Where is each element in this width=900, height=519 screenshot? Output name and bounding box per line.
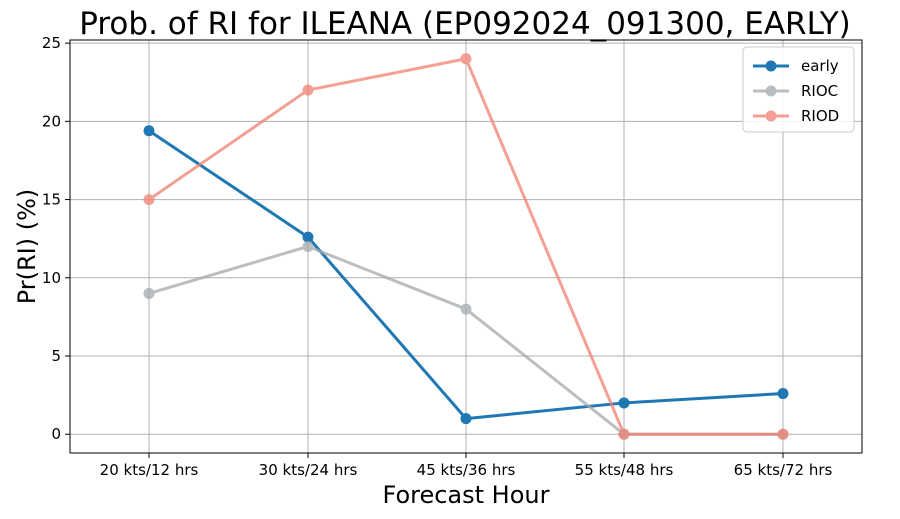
x-tick-label: 45 kts/36 hrs <box>417 461 516 479</box>
y-tick-label: 20 <box>42 112 61 130</box>
y-tick-label: 10 <box>42 269 61 287</box>
data-point-early <box>777 388 789 400</box>
data-point-RIOD <box>302 84 314 96</box>
x-tick-label: 30 kts/24 hrs <box>259 461 358 479</box>
legend-item-RIOC <box>753 85 789 97</box>
legend-label: early <box>801 57 839 75</box>
series-RIOD <box>143 53 789 440</box>
legend-label: RIOD <box>801 107 839 125</box>
data-point-RIOD <box>777 428 789 440</box>
legend-item-early <box>753 60 789 72</box>
x-tick-label: 55 kts/48 hrs <box>575 461 674 479</box>
ticks: 0 5 10 15 20 25 20 kts/12 hrs 30 kts/24 hrs 45 k… <box>42 34 833 479</box>
legend-marker <box>765 110 777 122</box>
data-point-RIOD <box>460 53 472 65</box>
data-point-RIOC <box>460 303 472 315</box>
y-axis-title: Pr(RI) (%) <box>13 189 41 305</box>
data-point-RIOC <box>302 241 314 252</box>
y-tick-label: 0 <box>51 425 61 443</box>
data-point-RIOD <box>143 194 155 206</box>
legend: early RIOC RIOD <box>742 46 855 133</box>
data-point-RIOC <box>143 287 155 299</box>
data-point-RIOD <box>618 428 630 440</box>
data-point-early <box>143 125 155 137</box>
y-tick-label: 15 <box>42 191 61 209</box>
series-early <box>143 125 789 425</box>
series-layer <box>143 53 789 440</box>
data-point-early <box>302 231 314 243</box>
y-tick-label: 25 <box>42 34 61 52</box>
legend-label: RIOC <box>801 82 838 100</box>
chart-title: Prob. of RI for ILEANA (EP092024_091300,… <box>79 6 851 42</box>
x-tick-label: 20 kts/12 hrs <box>100 461 199 479</box>
x-tick-label: 65 kts/72 hrs <box>734 461 833 479</box>
y-tick-label: 5 <box>51 347 61 365</box>
legend-marker <box>765 60 777 72</box>
data-point-early <box>460 413 472 425</box>
legend-marker <box>765 85 777 97</box>
x-axis-title: Forecast Hour <box>383 481 550 509</box>
legend-item-RIOD <box>753 110 789 122</box>
data-point-early <box>618 397 630 409</box>
